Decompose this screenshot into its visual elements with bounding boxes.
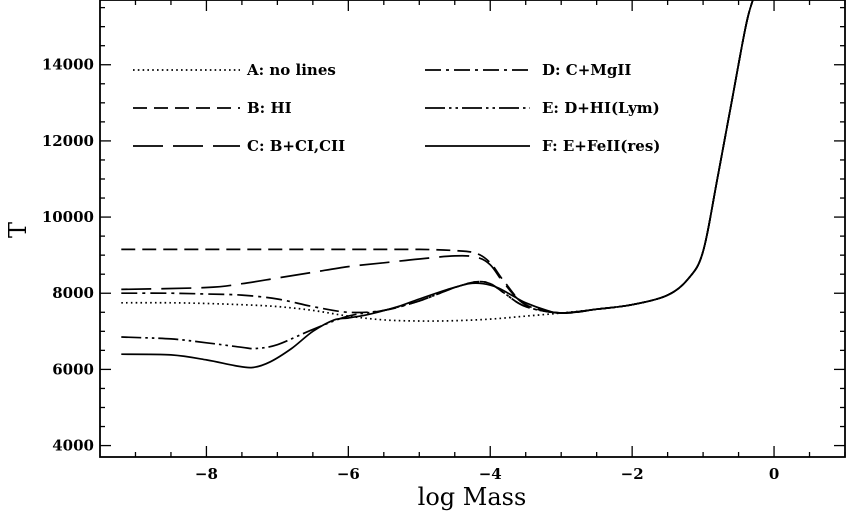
legend-label-c: C: B+CI,CII [247,137,345,155]
y-tick-label: 12000 [42,132,94,150]
series-line-f [121,0,754,369]
legend: A: no lines B: HI C: B+CI,CII D: C+MgII E: D… [133,61,660,155]
y-tick-label: 6000 [52,360,94,378]
y-tick-label: 10000 [42,208,94,226]
series-layer [121,0,754,369]
x-tick-label: −6 [337,465,360,483]
y-axis-title: T [4,222,32,238]
y-tick-label: 8000 [52,284,94,302]
legend-label-b: B: HI [247,99,292,117]
plot-frame [99,0,846,458]
legend-label-d: D: C+MgII [542,61,631,79]
legend-label-a: A: no lines [246,61,336,79]
x-tick-label: 0 [769,465,779,483]
x-tick-label: −4 [479,465,502,483]
x-axis-title: log Mass [418,483,527,511]
legend-label-f: F: E+FeII(res) [542,137,660,155]
ticks-layer: −8 −6 −4 −2 0 4000 6000 8000 10000 12000 14000 [42,0,846,483]
legend-label-e: E: D+HI(Lym) [542,99,660,117]
y-tick-label: 14000 [42,56,94,74]
x-tick-label: −2 [621,465,644,483]
series-line-a [121,0,754,322]
x-tick-label: −8 [195,465,218,483]
y-tick-label: 4000 [52,437,94,455]
